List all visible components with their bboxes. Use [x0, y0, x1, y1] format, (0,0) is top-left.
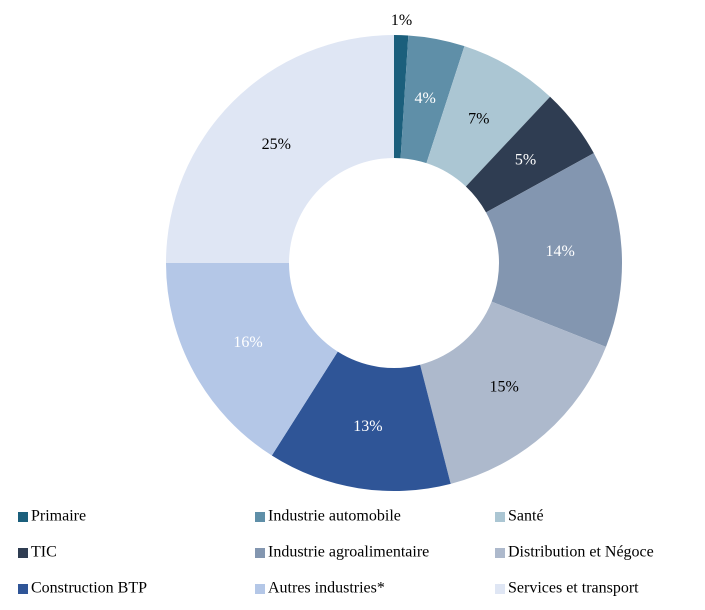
data-label: 25%: [262, 136, 291, 153]
donut-slice: [420, 301, 606, 484]
data-label: 13%: [353, 418, 382, 435]
legend-label: Industrie automobile: [268, 508, 401, 525]
legend-swatch: [495, 584, 505, 594]
donut-slice: [394, 35, 409, 159]
legend-swatch: [495, 548, 505, 558]
legend-swatch: [495, 512, 505, 522]
legend-swatch: [255, 548, 265, 558]
legend-swatch: [255, 512, 265, 522]
donut-slice: [400, 35, 465, 164]
data-label: 1%: [391, 12, 412, 29]
legend-label: Autres industries*: [268, 580, 385, 597]
legend-label: Santé: [508, 508, 544, 525]
donut-slice: [166, 35, 394, 263]
legend-label: TIC: [31, 544, 57, 561]
legend-label: Primaire: [31, 508, 86, 525]
data-label: 14%: [546, 243, 575, 260]
donut-slice: [465, 96, 594, 213]
legend-label: Services et transport: [508, 580, 639, 597]
legend-swatch: [255, 584, 265, 594]
data-label: 5%: [515, 152, 536, 169]
legend-swatch: [18, 548, 28, 558]
data-label: 15%: [489, 379, 518, 396]
donut-slice: [271, 351, 451, 491]
donut-slice: [486, 153, 622, 347]
legend-label: Construction BTP: [31, 580, 147, 597]
donut-slice: [426, 46, 551, 187]
legend-label: Distribution et Négoce: [508, 544, 654, 561]
legend-swatch: [18, 584, 28, 594]
data-label: 4%: [415, 90, 436, 107]
data-label: 7%: [468, 110, 489, 127]
donut-slice: [166, 263, 338, 456]
data-label: 16%: [233, 334, 262, 351]
legend-swatch: [18, 512, 28, 522]
legend-label: Industrie agroalimentaire: [268, 544, 429, 561]
